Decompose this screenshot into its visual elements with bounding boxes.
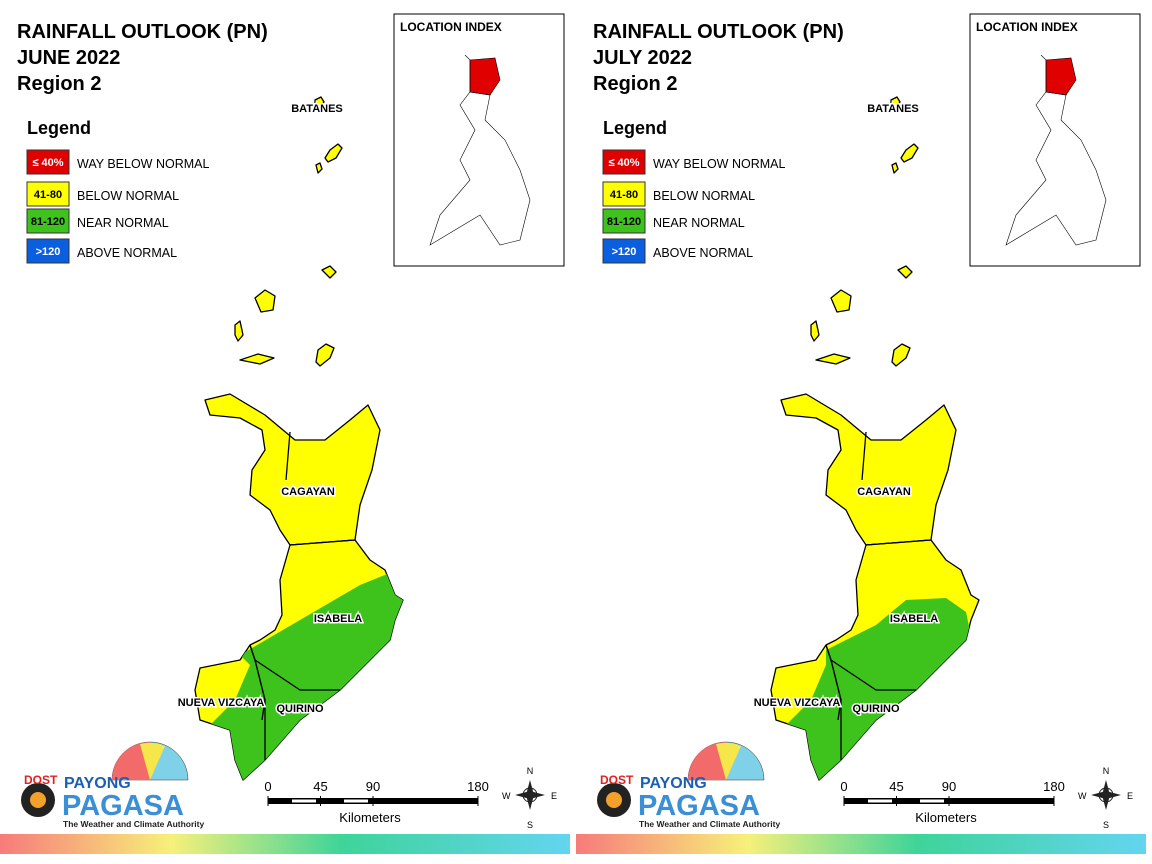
legend-swatch xyxy=(26,181,70,207)
compass-w: W xyxy=(1078,791,1087,801)
index-map xyxy=(429,54,531,246)
title: RAINFALL OUTLOOK (PN) xyxy=(17,21,268,43)
legend-range: ≤ 40% xyxy=(608,157,639,169)
legend-swatch xyxy=(602,208,646,234)
legend-range: 41-80 xyxy=(34,189,62,201)
legend-label: ABOVE NORMAL xyxy=(77,246,177,260)
legend-swatch xyxy=(602,238,646,264)
period: JULY 2022 xyxy=(593,47,692,69)
legend-label: BELOW NORMAL xyxy=(77,189,179,203)
scale-tick-label: 90 xyxy=(942,779,956,794)
compass-n: N xyxy=(527,766,534,776)
compass: N E S W xyxy=(502,766,557,830)
boundary xyxy=(289,539,356,546)
location-index-box xyxy=(969,13,1141,267)
index-map xyxy=(1005,54,1107,246)
legend-range: 41-80 xyxy=(610,189,638,201)
logo: DOST PAYONG PAGASA The Weather and Clima… xyxy=(597,741,780,829)
scale-tick-label: 0 xyxy=(264,779,271,794)
legend-label: BELOW NORMAL xyxy=(653,189,755,203)
legend-swatch xyxy=(602,181,646,207)
province-label: NUEVA VIZCAYA xyxy=(178,697,265,709)
scale-tick-label: 0 xyxy=(840,779,847,794)
compass-e: E xyxy=(551,791,557,801)
island xyxy=(234,96,343,367)
map xyxy=(770,96,980,781)
compass-s: S xyxy=(1103,820,1109,830)
brand-top: PAYONG xyxy=(640,775,707,792)
scale-tick-label: 45 xyxy=(313,779,327,794)
legend: ≤ 40% WAY BELOW NORMAL 41-80 BELOW NORMAL 81… xyxy=(602,149,785,264)
legend-label: NEAR NORMAL xyxy=(77,216,169,230)
legend-swatch xyxy=(26,208,70,234)
agency: DOST xyxy=(24,773,58,787)
panel: RAINFALL OUTLOOK (PN) JUNE 2022 Region 2… xyxy=(0,13,570,854)
legend-swatch xyxy=(26,149,70,175)
island xyxy=(810,96,919,367)
color-band xyxy=(576,834,1146,854)
compass-s: S xyxy=(527,820,533,830)
panel: RAINFALL OUTLOOK (PN) JULY 2022 Region 2… xyxy=(576,13,1146,854)
province-label: ISABELA xyxy=(314,613,362,625)
title: RAINFALL OUTLOOK (PN) xyxy=(593,21,844,43)
province-label: QUIRINO xyxy=(852,703,900,715)
scale-unit: Kilometers xyxy=(915,810,977,825)
brand: PAGASA xyxy=(638,790,760,822)
logo: DOST PAYONG PAGASA The Weather and Clima… xyxy=(21,741,204,829)
province-label: BATANES xyxy=(291,103,343,115)
legend-title: Legend xyxy=(603,118,667,138)
legend-range: >120 xyxy=(36,246,61,258)
province-label: CAGAYAN xyxy=(281,486,335,498)
tagline: The Weather and Climate Authority xyxy=(639,819,780,829)
province-area xyxy=(780,393,957,546)
boundary xyxy=(865,539,932,546)
legend-label: WAY BELOW NORMAL xyxy=(77,157,209,171)
brand: PAGASA xyxy=(62,790,184,822)
legend-range: ≤ 40% xyxy=(32,157,63,169)
location-index-label: LOCATION INDEX xyxy=(400,20,502,34)
compass: N E S W xyxy=(1078,766,1133,830)
legend-range: 81-120 xyxy=(607,216,641,228)
location-index-label: LOCATION INDEX xyxy=(976,20,1078,34)
scale-tick-label: 45 xyxy=(889,779,903,794)
province-label: QUIRINO xyxy=(276,703,324,715)
compass-n: N xyxy=(1103,766,1110,776)
legend-label: NEAR NORMAL xyxy=(653,216,745,230)
legend-label: ABOVE NORMAL xyxy=(653,246,753,260)
legend-range: 81-120 xyxy=(31,216,65,228)
compass-w: W xyxy=(502,791,511,801)
province-label: ISABELA xyxy=(890,613,938,625)
region: Region 2 xyxy=(593,73,677,95)
province-label: CAGAYAN xyxy=(857,486,911,498)
location-index-box xyxy=(393,13,565,267)
boundary xyxy=(825,431,916,721)
scale-unit: Kilometers xyxy=(339,810,401,825)
scale-tick-label: 180 xyxy=(1043,779,1065,794)
map xyxy=(194,96,404,781)
scale-tick-label: 90 xyxy=(366,779,380,794)
agency: DOST xyxy=(600,773,634,787)
tagline: The Weather and Climate Authority xyxy=(63,819,204,829)
legend-swatch xyxy=(26,238,70,264)
brand-top: PAYONG xyxy=(64,775,131,792)
legend-range: >120 xyxy=(612,246,637,258)
legend-swatch xyxy=(602,149,646,175)
boundary xyxy=(249,431,340,721)
region: Region 2 xyxy=(17,73,101,95)
province-area xyxy=(204,393,381,546)
color-band xyxy=(0,834,570,854)
compass-e: E xyxy=(1127,791,1133,801)
province-label: NUEVA VIZCAYA xyxy=(754,697,841,709)
legend-label: WAY BELOW NORMAL xyxy=(653,157,785,171)
legend: ≤ 40% WAY BELOW NORMAL 41-80 BELOW NORMAL 81… xyxy=(26,149,209,264)
legend-title: Legend xyxy=(27,118,91,138)
period: JUNE 2022 xyxy=(17,47,120,69)
province-label: BATANES xyxy=(867,103,919,115)
scale-tick-label: 180 xyxy=(467,779,489,794)
